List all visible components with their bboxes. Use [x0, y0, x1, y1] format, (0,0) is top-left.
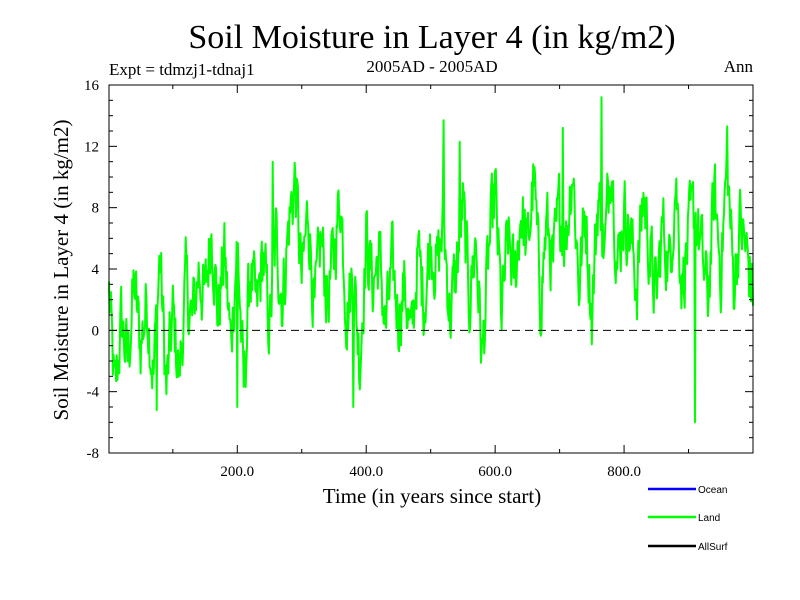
legend-label-land: Land [698, 513, 720, 524]
x-tick-label: 800.0 [607, 464, 641, 480]
legend-label-ocean: Ocean [698, 485, 727, 496]
data-line-group [108, 96, 754, 424]
experiment-label: Expt = tdmzj1-tdnaj1 [109, 60, 255, 79]
y-tick-label: -4 [87, 385, 100, 401]
chart-title: Soil Moisture in Layer 4 (in kg/m2) [188, 19, 675, 56]
x-tick-label: 600.0 [478, 464, 512, 480]
y-tick-label: 4 [92, 262, 100, 278]
x-axis-label: Time (in years since start) [323, 484, 542, 508]
x-tick-label: 200.0 [220, 464, 254, 480]
y-tick-label: 12 [84, 139, 99, 155]
land-series-line [108, 96, 754, 424]
date-range-label: 2005AD - 2005AD [366, 57, 497, 76]
x-tick-label: 400.0 [349, 464, 383, 480]
legend: Ocean Land AllSurf [648, 485, 728, 553]
y-tick-label: 0 [92, 323, 100, 339]
y-tick-label: 8 [92, 201, 100, 217]
axis-ticks [109, 84, 753, 454]
y-tick-labels: -8 -4 0 4 8 12 16 [84, 78, 100, 462]
y-tick-label: 16 [84, 78, 100, 94]
y-tick-label: -8 [87, 446, 100, 462]
season-label: Ann [724, 57, 754, 76]
y-axis-label: Soil Moisture in Layer 4 (in kg/m2) [49, 120, 73, 421]
legend-label-allsurf: AllSurf [698, 542, 728, 553]
x-tick-labels: 200.0 400.0 600.0 800.0 [220, 464, 641, 480]
